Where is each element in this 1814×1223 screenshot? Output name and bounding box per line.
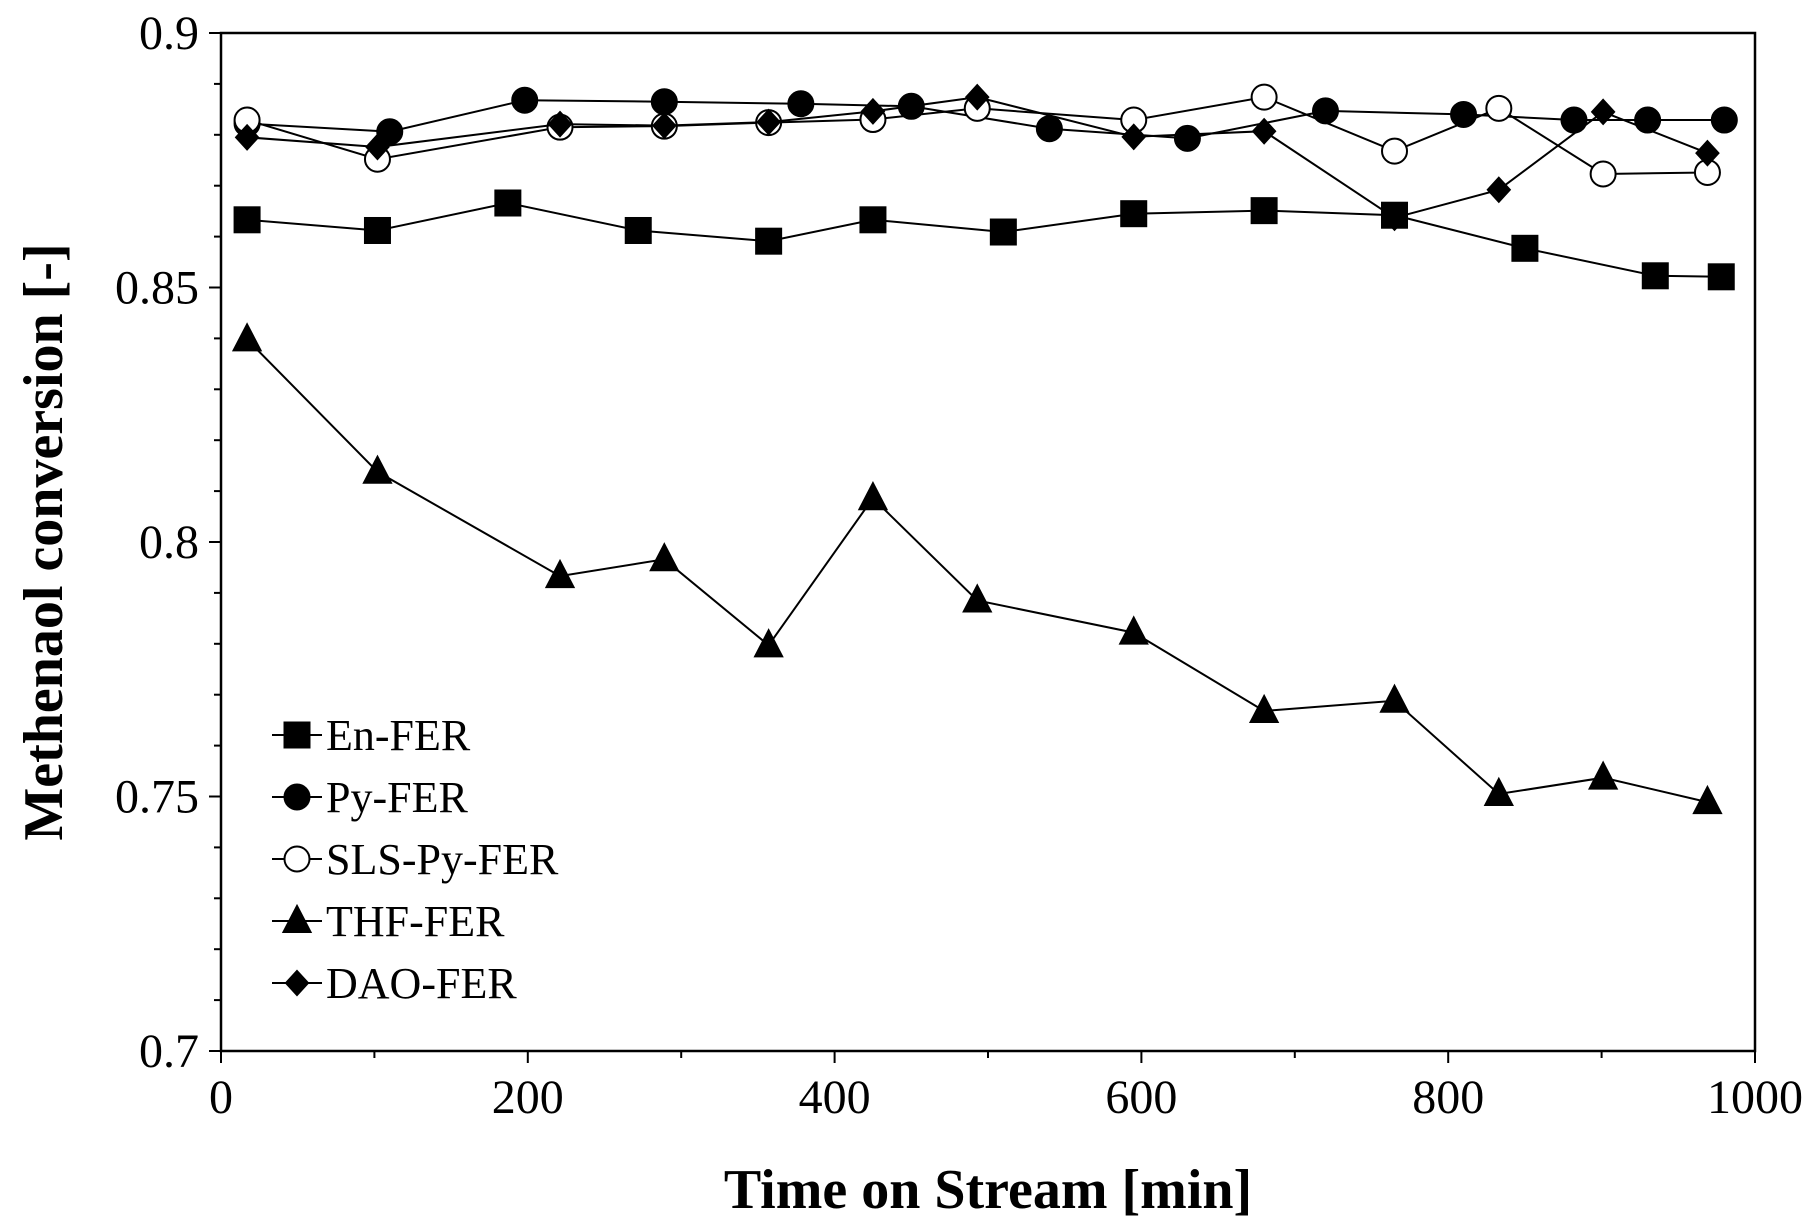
data-point-dao-fer <box>1382 204 1407 232</box>
data-point-thf-fer <box>753 628 784 658</box>
data-point-dao-fer <box>1121 123 1147 151</box>
data-point-dao-fer <box>1486 176 1512 204</box>
data-point-en-fer <box>1250 197 1278 225</box>
data-point-en-fer <box>363 216 391 244</box>
legend-marker <box>283 721 311 749</box>
data-point-en-fer <box>494 189 522 217</box>
data-point-py-fer <box>1710 106 1738 134</box>
data-point-dao-fer <box>547 110 573 138</box>
x-axis-ticks: 0 200 400 600 800 1000 <box>209 1051 1803 1124</box>
legend-item-thf-fer: THF-FER <box>272 897 505 946</box>
data-point-en-fer <box>989 218 1017 246</box>
data-point-thf-fer <box>1118 615 1149 645</box>
data-point-thf-fer <box>1379 683 1410 713</box>
legend-label: SLS-Py-FER <box>326 835 559 884</box>
x-tick-label: 600 <box>1105 1071 1177 1124</box>
x-tick-label: 800 <box>1412 1071 1484 1124</box>
data-point-sls-py-fer <box>1381 137 1409 165</box>
data-point-en-fer <box>624 216 652 244</box>
series-line-en-fer <box>247 201 1722 278</box>
series-dao-fer <box>234 83 1720 232</box>
data-point-dao-fer <box>234 123 260 151</box>
data-point-sls-py-fer <box>1589 160 1617 188</box>
series-layer <box>231 83 1738 815</box>
x-tick-label: 1000 <box>1707 1071 1803 1124</box>
data-point-dao-fer <box>1695 139 1720 167</box>
data-point-en-fer <box>1707 263 1735 291</box>
legend-label: Py-FER <box>326 773 468 822</box>
data-point-dao-fer <box>1590 98 1616 126</box>
data-point-thf-fer <box>649 542 680 572</box>
data-point-dao-fer <box>964 83 990 111</box>
legend-marker <box>281 903 313 933</box>
data-point-en-fer <box>233 206 261 234</box>
series-thf-fer <box>231 322 1723 815</box>
legend-item-py-fer: Py-FER <box>272 773 468 822</box>
data-point-thf-fer <box>362 454 393 484</box>
data-point-thf-fer <box>857 481 889 511</box>
legend-item-sls-py-fer: SLS-Py-FER <box>272 835 559 884</box>
x-axis-title: Time on Stream [min] <box>724 1159 1252 1221</box>
data-point-thf-fer <box>962 583 993 613</box>
data-point-thf-fer <box>231 322 263 352</box>
y-axis-title: Methenaol conversion [-] <box>13 243 75 840</box>
legend-marker <box>283 783 311 811</box>
data-point-py-fer <box>787 90 815 118</box>
data-point-py-fer <box>376 118 404 146</box>
legend-item-en-fer: En-FER <box>272 711 471 760</box>
data-point-thf-fer <box>1483 776 1514 806</box>
legend-label: DAO-FER <box>326 959 517 1008</box>
data-point-py-fer <box>1560 106 1588 134</box>
y-axis-ticks: 0.7 0.75 0.8 0.85 0.9 <box>115 7 221 1078</box>
data-point-py-fer <box>511 86 539 114</box>
x-tick-label: 400 <box>799 1071 871 1124</box>
data-point-dao-fer <box>365 133 390 161</box>
data-point-sls-py-fer <box>1485 94 1513 122</box>
y-tick-label: 0.85 <box>115 262 199 315</box>
data-point-en-fer <box>1120 200 1148 228</box>
data-point-dao-fer <box>860 97 886 125</box>
y-tick-label: 0.75 <box>115 771 199 824</box>
legend-label: THF-FER <box>326 897 505 946</box>
y-tick-label: 0.9 <box>139 7 199 60</box>
data-point-en-fer <box>1641 262 1669 290</box>
data-point-thf-fer <box>1587 760 1619 790</box>
data-point-thf-fer <box>544 558 576 589</box>
legend-marker <box>284 969 310 997</box>
legend-marker <box>283 845 311 873</box>
x-tick-label: 200 <box>492 1071 564 1124</box>
x-tick-label: 0 <box>209 1071 233 1124</box>
data-point-en-fer <box>859 206 887 234</box>
data-point-py-fer <box>1173 124 1201 152</box>
data-point-py-fer <box>1035 115 1063 143</box>
data-point-dao-fer <box>1251 117 1277 145</box>
y-tick-label: 0.8 <box>139 516 199 569</box>
legend-label: En-FER <box>326 711 471 760</box>
legend: En-FER Py-FER SLS-Py-FER THF-FER DAO-FER <box>272 711 559 1008</box>
data-point-thf-fer <box>1248 693 1280 723</box>
data-point-thf-fer <box>1692 784 1723 815</box>
data-point-en-fer <box>1511 234 1539 262</box>
legend-item-dao-fer: DAO-FER <box>272 959 517 1008</box>
data-point-en-fer <box>755 227 783 255</box>
data-point-sls-py-fer <box>1250 83 1278 111</box>
series-en-fer <box>233 189 1735 291</box>
data-point-dao-fer <box>651 112 677 140</box>
y-tick-label: 0.7 <box>139 1025 199 1078</box>
data-point-py-fer <box>650 88 678 116</box>
data-point-dao-fer <box>756 108 781 136</box>
